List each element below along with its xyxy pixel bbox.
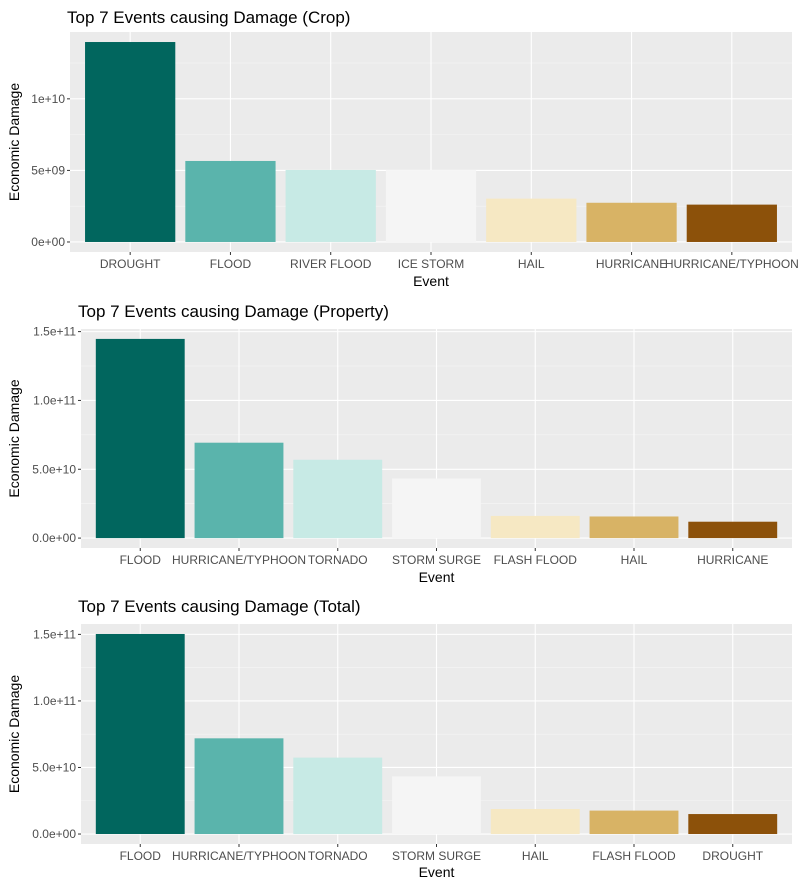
bar-hail [490,808,580,835]
y-tick-label: 5.0e+10 [32,760,76,774]
y-axis-title: Economic Damage [6,675,22,793]
bar-drought [85,42,176,242]
y-tick-label: 1.0e+11 [33,694,76,708]
x-tick-label: HURRICANE/TYPHOON [172,849,306,863]
y-tick-label: 5.0e+10 [32,462,76,476]
bar-hail [589,516,679,539]
bar-flood [185,160,276,242]
bar-tornado [293,459,383,539]
y-axis-title: Economic Damage [6,379,22,497]
bar-storm-surge [392,478,481,539]
bar-hurricane [688,521,778,539]
bar-drought [688,814,778,835]
x-tick-label: FLOOD [120,553,162,567]
bar-flash-flood [490,515,580,539]
y-tick-label: 1.0e+11 [33,393,76,407]
x-tick-label: STORM SURGE [392,553,481,567]
x-tick-label: FLOOD [210,257,252,271]
x-tick-label: STORM SURGE [392,849,481,863]
x-tick-label: HURRICANE [596,257,667,271]
x-tick-label: RIVER FLOOD [290,257,372,271]
x-axis-title: Event [419,864,455,880]
bar-hurricane [586,202,677,242]
bar-ice-storm [385,170,477,242]
bar-river-flood [285,169,376,242]
y-axis-title: Economic Damage [6,83,22,201]
chart-panel-3: 0.0e+00 5.0e+10 1.0e+11 1.5e+11 FLOOD HURRICA… [6,597,792,880]
x-tick-label: TORNADO [308,849,368,863]
bar-storm-surge [392,776,481,835]
x-tick-label: FLOOD [120,849,162,863]
y-tick-label: 0e+00 [31,235,65,249]
x-tick-label: FLASH FLOOD [494,553,578,567]
chart-title: Top 7 Events causing Damage (Total) [78,597,361,616]
x-axis-title: Event [413,273,449,289]
bar-flash-flood [589,810,679,835]
x-tick-label: DROUGHT [702,849,763,863]
x-tick-label: DROUGHT [100,257,161,271]
y-tick-label: 0.0e+00 [32,531,76,545]
x-tick-label: HURRICANE/TYPHOON [665,257,799,271]
x-tick-label: TORNADO [308,553,368,567]
x-tick-label: HAIL [518,257,545,271]
bar-hurricane-typhoon [194,442,284,539]
bar-hurricane-typhoon [686,204,777,242]
x-tick-label: FLASH FLOOD [592,849,676,863]
x-tick-label: ICE STORM [398,257,464,271]
bar-flood [95,338,185,539]
bar-hurricane-typhoon [194,738,284,835]
chart-panel-2: 0.0e+00 5.0e+10 1.0e+11 1.5e+11 FLOOD HURRICA… [6,302,792,585]
x-tick-label: HURRICANE/TYPHOON [172,553,306,567]
x-tick-label: HURRICANE [697,553,768,567]
y-tick-label: 1.5e+11 [33,325,76,339]
y-tick-label: 1e+10 [31,92,65,106]
y-tick-label: 5e+09 [31,163,65,177]
bar-hail [486,198,577,242]
chart-title: Top 7 Events causing Damage (Crop) [67,8,350,27]
x-tick-label: HAIL [621,553,648,567]
y-tick-label: 0.0e+00 [32,827,76,841]
chart-panel-1: 0e+00 5e+09 1e+10 DROUGHT FLOOD RIVER FLOOD IC… [6,8,799,289]
bar-flood [95,633,185,835]
x-tick-label: HAIL [522,849,549,863]
x-axis-title: Event [419,569,455,585]
y-tick-label: 1.5e+11 [33,627,76,641]
bar-tornado [293,757,383,835]
chart-title: Top 7 Events causing Damage (Property) [78,302,389,321]
